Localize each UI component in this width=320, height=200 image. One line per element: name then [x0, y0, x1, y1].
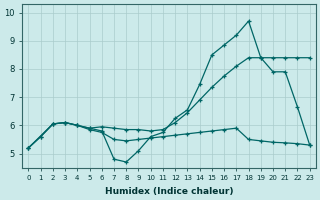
X-axis label: Humidex (Indice chaleur): Humidex (Indice chaleur) — [105, 187, 233, 196]
